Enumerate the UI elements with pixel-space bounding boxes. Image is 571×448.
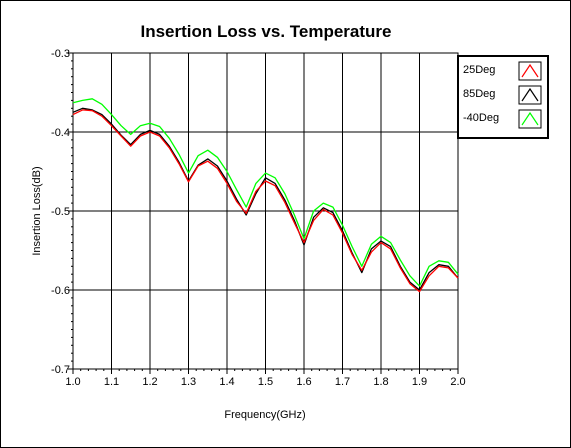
legend-swatch-line: [521, 111, 539, 126]
series-line-25deg: [72, 109, 459, 293]
x-tick-label: 1.4: [219, 376, 234, 388]
x-tick-label: 1.3: [181, 376, 196, 388]
chart-title: Insertion Loss vs. Temperature: [141, 22, 392, 41]
y-axis-label: Insertion Loss(dB): [31, 166, 43, 255]
y-tick-label: -0.6: [51, 285, 70, 297]
x-axis-label: Frequency(GHz): [224, 409, 305, 421]
grid-lines: [73, 53, 458, 369]
x-tick-label: 1.7: [335, 376, 350, 388]
legend-label: -40Deg: [463, 112, 499, 124]
legend-swatch-box: [518, 109, 542, 129]
legend-swatch-box: [518, 61, 542, 81]
x-tick-label: 1.9: [412, 376, 427, 388]
x-tick-label: 1.5: [258, 376, 273, 388]
legend-swatch-line: [521, 63, 539, 78]
y-tick-label: -0.4: [51, 127, 70, 139]
legend-swatch-box: [518, 85, 542, 105]
legend: 25Deg 85Deg -40Deg: [457, 55, 549, 139]
x-tick-label: 1.6: [296, 376, 311, 388]
y-tick-label: -0.7: [51, 364, 70, 376]
axis-ticks: 1.0 1.1 1.2 1.3 1.4 1.5 1.6 1.7 1.8 1.9 2.0 -0.3 -0.…: [51, 48, 466, 388]
x-tick-label: 1.0: [65, 376, 80, 388]
x-tick-label: 2.0: [450, 376, 465, 388]
series-line-40deg: [72, 98, 459, 287]
series-line-85deg: [72, 107, 459, 291]
x-tick-label: 1.1: [104, 376, 119, 388]
x-tick-label: 1.2: [142, 376, 157, 388]
legend-swatch-line: [521, 87, 539, 102]
legend-label: 85Deg: [463, 88, 495, 100]
legend-label: 25Deg: [463, 64, 495, 76]
y-tick-label: -0.5: [51, 206, 70, 218]
x-tick-label: 1.8: [373, 376, 388, 388]
y-tick-label: -0.3: [51, 48, 70, 60]
series-lines: [72, 98, 459, 293]
